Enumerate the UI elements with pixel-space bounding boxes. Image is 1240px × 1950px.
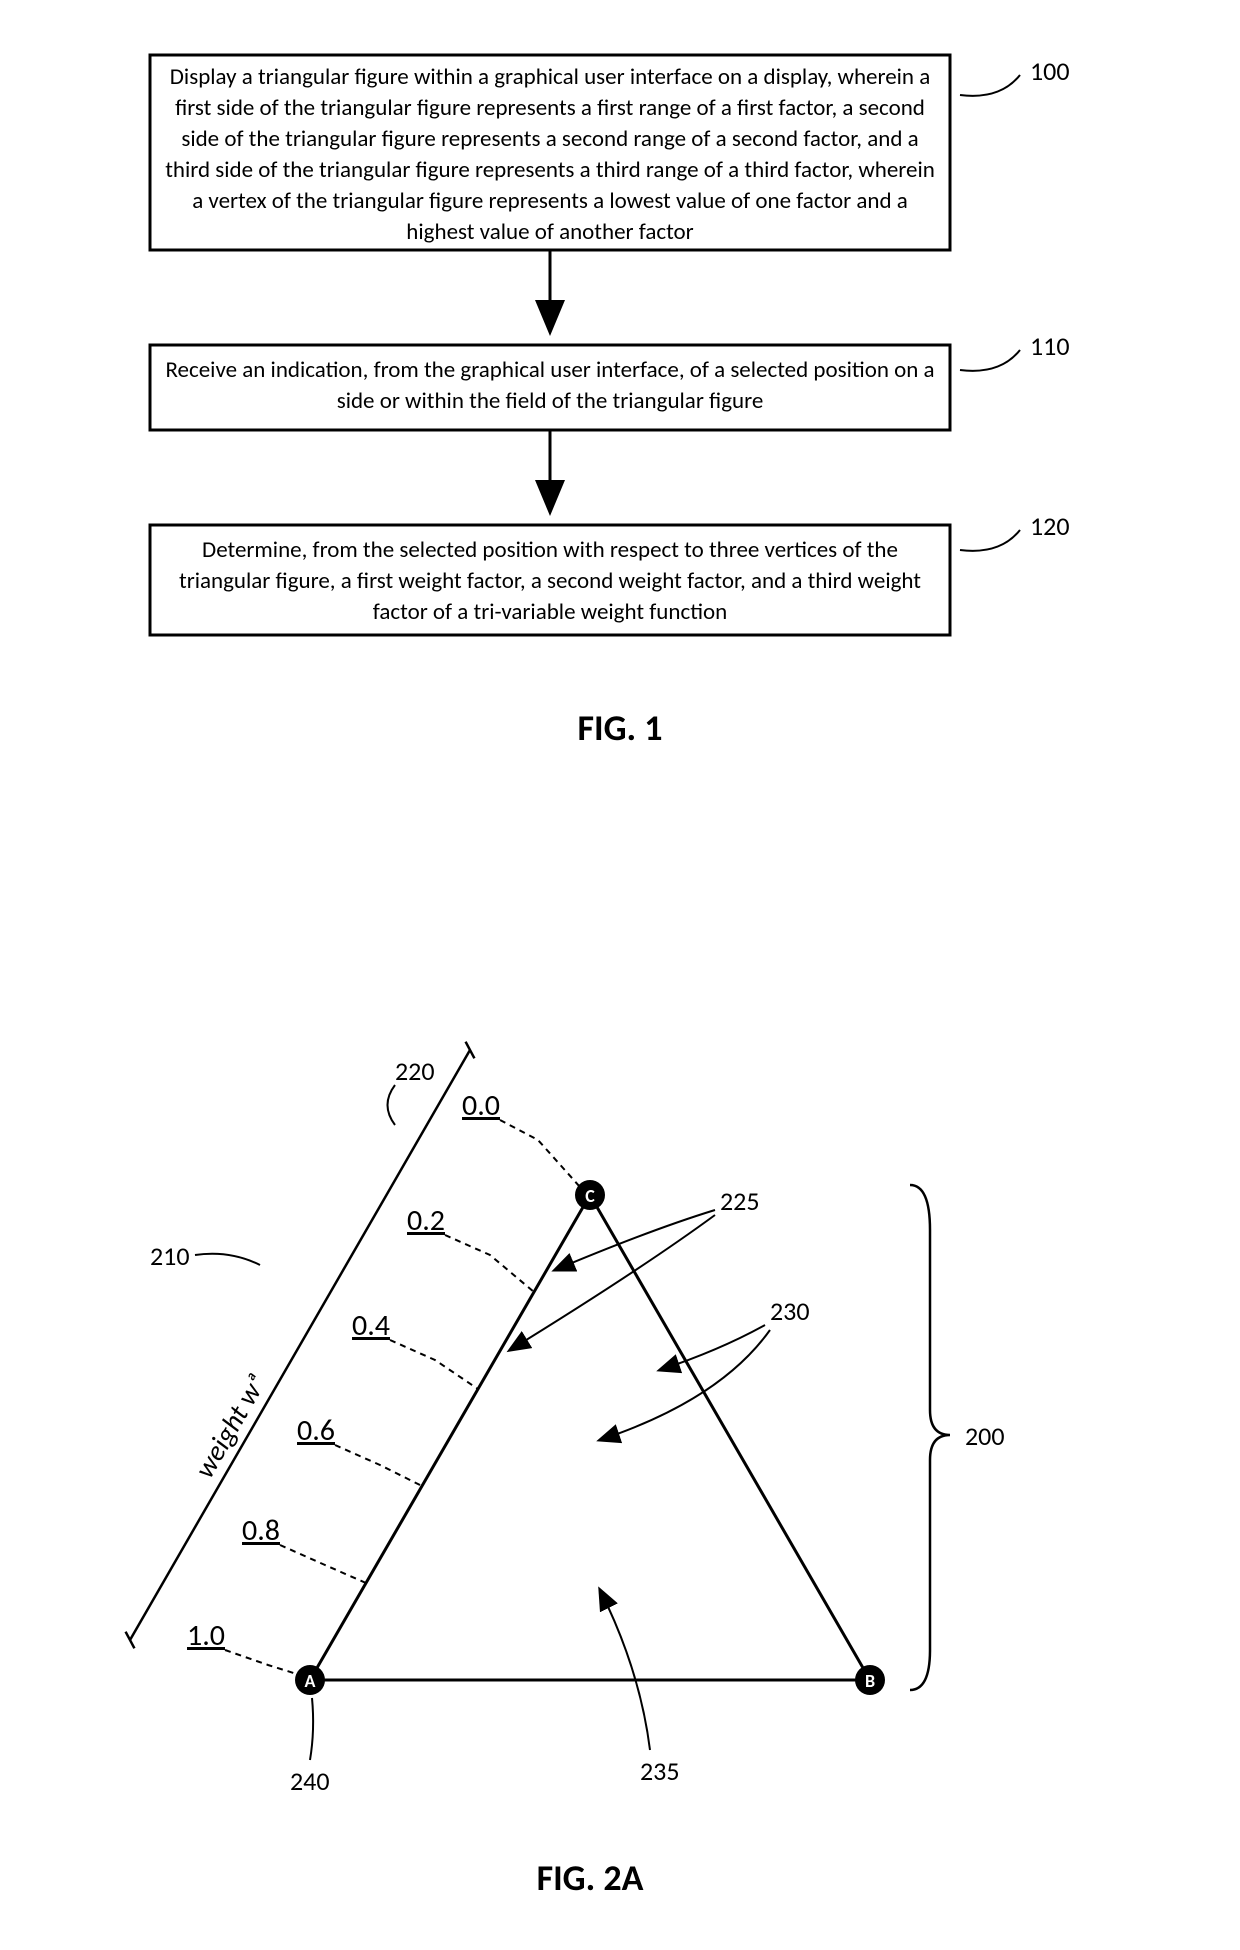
fig1-ref-120-leader — [960, 530, 1020, 551]
weight-axis: weight wₐ — [121, 1042, 480, 1649]
svg-text:0.0: 0.0 — [462, 1087, 500, 1124]
fig1-ref-100: 100 — [1030, 55, 1070, 87]
ref-225-leader-1 — [555, 1210, 715, 1270]
fig1-ref-110-leader — [960, 350, 1020, 371]
ref-230: 230 — [770, 1295, 810, 1327]
svg-text:1.0: 1.0 — [187, 1617, 225, 1654]
svg-text:A: A — [305, 1670, 316, 1692]
svg-text:0.6: 0.6 — [297, 1412, 335, 1449]
svg-text:0.8: 0.8 — [242, 1512, 280, 1549]
fig2a-label: FIG. 2A — [537, 1856, 644, 1900]
ref-220: 220 — [395, 1055, 435, 1087]
ref-230-leader-1 — [660, 1325, 765, 1370]
ref-210-leader — [195, 1254, 260, 1265]
ref-240-leader — [310, 1698, 313, 1760]
ref-210: 210 — [150, 1240, 190, 1272]
svg-text:B: B — [865, 1670, 875, 1692]
fig1-ref-120: 120 — [1030, 510, 1070, 542]
svg-text:C: C — [585, 1185, 595, 1207]
fig1-svg: Display a triangular figure within a gra… — [0, 0, 1240, 780]
ref-235-leader — [600, 1590, 650, 1750]
fig1-label: FIG. 1 — [577, 706, 662, 750]
fig1-box-100-text: Display a triangular figure within a gra… — [160, 62, 940, 247]
vertex-a: A — [295, 1665, 325, 1695]
ref-220-leader — [388, 1085, 396, 1125]
ref-200: 200 — [965, 1420, 1005, 1452]
svg-text:0.4: 0.4 — [352, 1307, 390, 1344]
fig1-box-120-text: Determine, from the selected position wi… — [160, 535, 940, 628]
ref-235: 235 — [640, 1755, 680, 1787]
triangle — [310, 1195, 870, 1680]
fig1-box-110-text: Receive an indication, from the graphica… — [160, 355, 940, 417]
ref-240: 240 — [290, 1765, 330, 1797]
ref-230-leader-2 — [600, 1330, 770, 1440]
fig1-ref-100-leader — [960, 75, 1020, 96]
brace-200: 200 — [910, 1185, 1005, 1690]
svg-text:0.2: 0.2 — [407, 1202, 445, 1239]
vertex-c: C — [575, 1180, 605, 1210]
ref-225: 225 — [720, 1185, 760, 1217]
fig1-ref-110: 110 — [1030, 330, 1070, 362]
vertex-b: B — [855, 1665, 885, 1695]
fig2a-svg: A B C weight wₐ 0.0 0.2 0.4 0.6 0.8 1.0 — [0, 950, 1240, 1950]
page-container: Display a triangular figure within a gra… — [0, 0, 1240, 1944]
